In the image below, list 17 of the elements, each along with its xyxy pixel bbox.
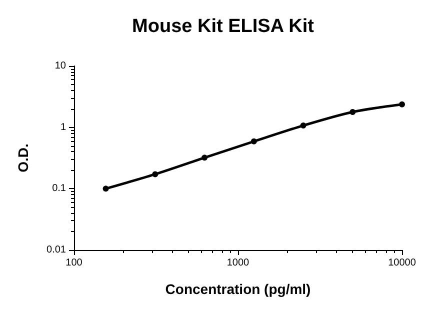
x-tick-label: 1000	[226, 258, 250, 268]
point	[399, 101, 405, 108]
point	[152, 171, 158, 178]
y-tick-label: 0.1	[52, 183, 66, 194]
point	[300, 122, 306, 129]
x-axis-title: Concentration (pg/ml)	[165, 281, 311, 297]
point	[202, 154, 208, 161]
x-tick-label: 10000	[388, 258, 416, 268]
y-tick-label: 1	[60, 122, 66, 133]
y-tick-label: 0.01	[46, 244, 66, 256]
point	[102, 186, 109, 192]
point	[250, 138, 257, 144]
point	[350, 108, 356, 115]
y-tick-label: 10	[54, 60, 66, 72]
x-tick-label: 100	[66, 258, 83, 268]
chart-title: Mouse Kit ELISA Kit	[132, 16, 315, 37]
y-axis-title: O.D.	[15, 144, 31, 172]
